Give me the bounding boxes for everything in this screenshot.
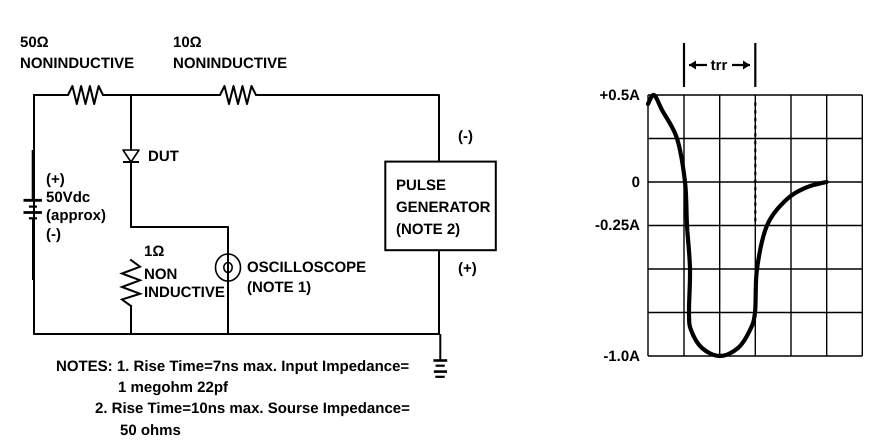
svg-text:NOTES: 1. Rise Time=7ns max. I: NOTES: 1. Rise Time=7ns max. Input Imped… xyxy=(56,358,409,375)
svg-text:2. Rise Time=10ns max. Sourse: 2. Rise Time=10ns max. Sourse Impedance= xyxy=(95,400,410,417)
svg-text:NONINDUCTIVE: NONINDUCTIVE xyxy=(173,55,287,72)
svg-text:(+): (+) xyxy=(46,171,65,188)
svg-text:(approx): (approx) xyxy=(46,207,106,224)
svg-text:1Ω: 1Ω xyxy=(144,243,164,260)
svg-text:1 megohm 22pf: 1 megohm 22pf xyxy=(118,379,229,396)
svg-text:0: 0 xyxy=(632,174,640,191)
svg-text:NON: NON xyxy=(144,266,177,283)
svg-text:(-): (-) xyxy=(458,128,473,145)
svg-text:+0.5A: +0.5A xyxy=(600,87,641,104)
svg-text:GENERATOR: GENERATOR xyxy=(396,199,491,216)
svg-text:(-): (-) xyxy=(46,226,61,243)
svg-text:(NOTE 2): (NOTE 2) xyxy=(396,221,460,238)
svg-text:-0.25A: -0.25A xyxy=(595,217,640,234)
svg-text:trr: trr xyxy=(711,57,728,74)
svg-text:INDUCTIVE: INDUCTIVE xyxy=(144,284,225,301)
svg-text:(+): (+) xyxy=(458,260,477,277)
svg-text:50 ohms: 50 ohms xyxy=(120,422,181,439)
svg-text:DUT: DUT xyxy=(148,148,179,165)
svg-text:NONINDUCTIVE: NONINDUCTIVE xyxy=(20,55,134,72)
svg-text:PULSE: PULSE xyxy=(396,177,446,194)
svg-text:10Ω: 10Ω xyxy=(173,34,202,51)
svg-text:-1.0A: -1.0A xyxy=(603,348,640,365)
svg-text:50Vdc: 50Vdc xyxy=(46,189,90,206)
svg-text:OSCILLOSCOPE: OSCILLOSCOPE xyxy=(247,259,366,276)
svg-text:(NOTE 1): (NOTE 1) xyxy=(247,279,311,296)
svg-text:50Ω: 50Ω xyxy=(20,34,49,51)
